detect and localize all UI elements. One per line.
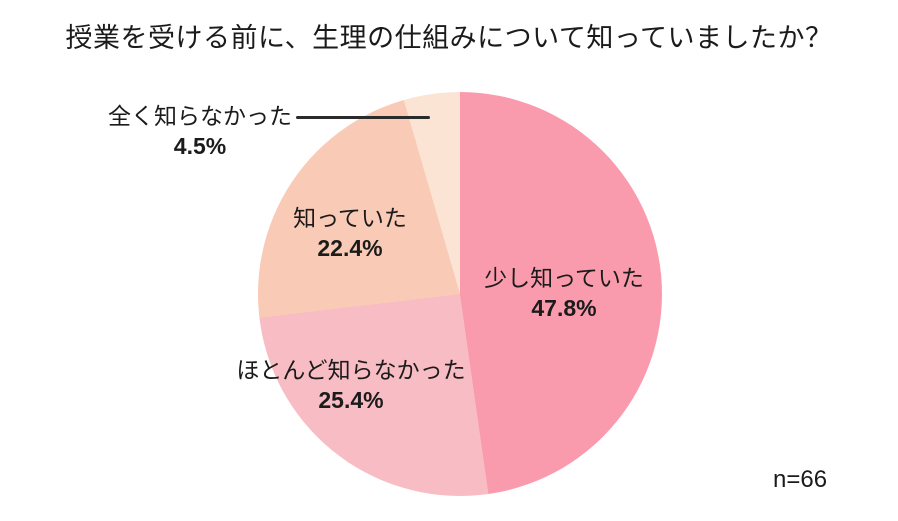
slice-name: 全く知らなかった (108, 103, 292, 129)
sample-size-label: n=66 (773, 466, 828, 493)
slice-name: ほとんど知らなかった (236, 357, 466, 383)
leader-line (296, 116, 430, 119)
chart-title: 授業を受ける前に、生理の仕組みについて知っていましたか？ (65, 23, 833, 53)
slice-label-hotondo-shiranakatta: ほとんど知らなかった 25.4% (236, 355, 465, 415)
pie-chart (258, 92, 662, 496)
slice-percent: 4.5% (173, 133, 227, 159)
slice-percent: 25.4% (318, 387, 384, 413)
slice-label-mattaku-shiranakatta: 全く知らなかった 4.5% (108, 101, 292, 161)
slice-name: 知っていた (293, 205, 407, 231)
slice-percent: 47.8% (531, 295, 597, 321)
slice-label-sukoshi-shitteita: 少し知っていた 47.8% (484, 263, 644, 323)
slice-percent: 22.4% (317, 235, 383, 261)
slice-label-shitteita: 知っていた 22.4% (293, 203, 407, 263)
slice-name: 少し知っていた (484, 265, 644, 291)
